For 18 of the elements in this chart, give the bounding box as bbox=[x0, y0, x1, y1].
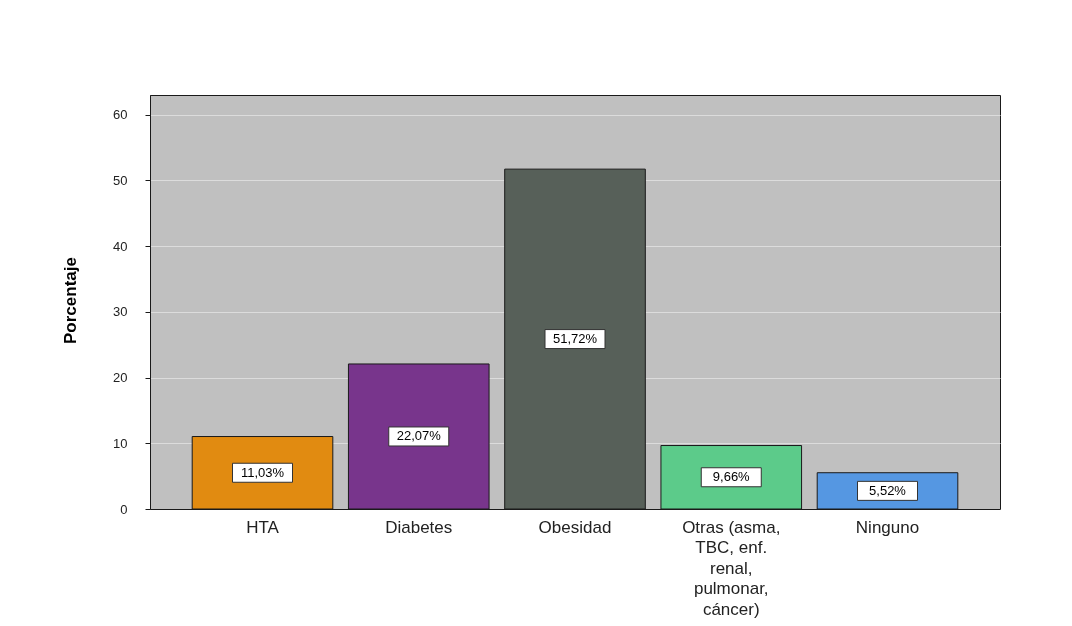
data-label: 51,72% bbox=[552, 331, 598, 347]
data-label: 22,07% bbox=[396, 428, 442, 444]
y-tick-label: 20 bbox=[113, 370, 128, 386]
data-label: 9,66% bbox=[712, 469, 751, 485]
x-tick-label: Diabetes bbox=[385, 517, 453, 537]
y-axis-title: Porcentaje bbox=[60, 257, 80, 344]
x-tick-label: HTA bbox=[246, 517, 280, 537]
y-tick-label: 60 bbox=[113, 107, 128, 123]
data-label: 11,03% bbox=[240, 464, 285, 480]
y-tick-label: 10 bbox=[113, 435, 128, 451]
y-tick-label: 0 bbox=[120, 501, 128, 517]
y-tick-label: 50 bbox=[113, 172, 128, 188]
data-label: 5,52% bbox=[869, 482, 907, 498]
x-tick-label: Obesidad bbox=[538, 517, 612, 537]
y-tick-label: 40 bbox=[113, 238, 128, 254]
x-tick-label: Ninguno bbox=[855, 517, 920, 537]
y-tick-label: 30 bbox=[113, 304, 128, 320]
x-tick-label: Otras (asma, TBC, enf. renal, pulmonar, cáncer) bbox=[682, 517, 781, 619]
